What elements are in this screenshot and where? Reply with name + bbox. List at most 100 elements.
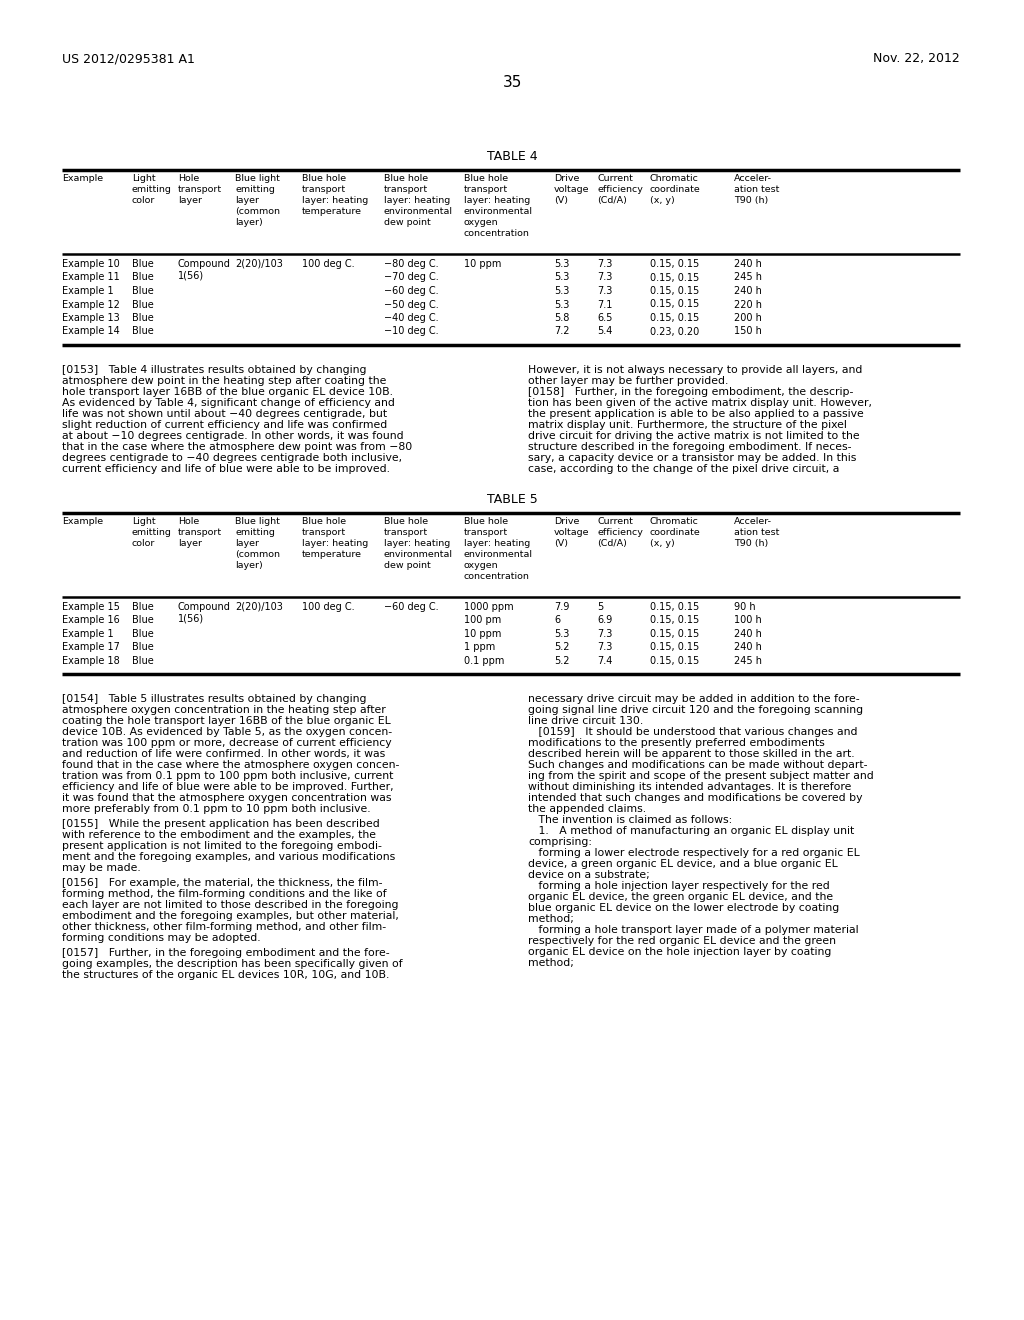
Text: Blue light
emitting
layer
(common
layer): Blue light emitting layer (common layer) bbox=[234, 517, 280, 570]
Text: 10 ppm: 10 ppm bbox=[464, 630, 502, 639]
Text: ment and the foregoing examples, and various modifications: ment and the foregoing examples, and var… bbox=[62, 853, 395, 862]
Text: blue organic EL device on the lower electrode by coating: blue organic EL device on the lower elec… bbox=[528, 903, 840, 913]
Text: ing from the spirit and scope of the present subject matter and: ing from the spirit and scope of the pre… bbox=[528, 771, 873, 781]
Text: Hole
transport
layer: Hole transport layer bbox=[178, 174, 222, 205]
Text: 7.2: 7.2 bbox=[554, 326, 569, 337]
Text: Such changes and modifications can be made without depart-: Such changes and modifications can be ma… bbox=[528, 760, 867, 771]
Text: organic EL device, the green organic EL device, and the: organic EL device, the green organic EL … bbox=[528, 892, 834, 903]
Text: 7.3: 7.3 bbox=[597, 272, 612, 282]
Text: 90 h: 90 h bbox=[734, 602, 756, 612]
Text: hole transport layer 16BB of the blue organic EL device 10B.: hole transport layer 16BB of the blue or… bbox=[62, 387, 393, 397]
Text: 0.1 ppm: 0.1 ppm bbox=[464, 656, 505, 667]
Text: atmosphere dew point in the heating step after coating the: atmosphere dew point in the heating step… bbox=[62, 376, 386, 385]
Text: 6.9: 6.9 bbox=[597, 615, 612, 626]
Text: at about −10 degrees centigrade. In other words, it was found: at about −10 degrees centigrade. In othe… bbox=[62, 432, 403, 441]
Text: 245 h: 245 h bbox=[734, 272, 762, 282]
Text: the appended claims.: the appended claims. bbox=[528, 804, 646, 814]
Text: Compound
1(56): Compound 1(56) bbox=[178, 602, 230, 624]
Text: 240 h: 240 h bbox=[734, 630, 762, 639]
Text: device 10B. As evidenced by Table 5, as the oxygen concen-: device 10B. As evidenced by Table 5, as … bbox=[62, 727, 392, 738]
Text: Light
emitting
color: Light emitting color bbox=[132, 174, 172, 205]
Text: −10 deg C.: −10 deg C. bbox=[384, 326, 438, 337]
Text: 1.   A method of manufacturing an organic EL display unit: 1. A method of manufacturing an organic … bbox=[528, 826, 854, 837]
Text: present application is not limited to the foregoing embodi-: present application is not limited to th… bbox=[62, 841, 382, 851]
Text: Blue hole
transport
layer: heating
environmental
oxygen
concentration: Blue hole transport layer: heating envir… bbox=[464, 174, 534, 238]
Text: and reduction of life were confirmed. In other words, it was: and reduction of life were confirmed. In… bbox=[62, 750, 385, 759]
Text: Blue hole
transport
layer: heating
temperature: Blue hole transport layer: heating tempe… bbox=[302, 174, 369, 216]
Text: current efficiency and life of blue were able to be improved.: current efficiency and life of blue were… bbox=[62, 465, 390, 474]
Text: −70 deg C.: −70 deg C. bbox=[384, 272, 438, 282]
Text: 240 h: 240 h bbox=[734, 259, 762, 269]
Text: As evidenced by Table 4, significant change of efficiency and: As evidenced by Table 4, significant cha… bbox=[62, 399, 395, 408]
Text: 2(20)/103: 2(20)/103 bbox=[234, 602, 283, 612]
Text: The invention is claimed as follows:: The invention is claimed as follows: bbox=[528, 816, 732, 825]
Text: 7.9: 7.9 bbox=[554, 602, 569, 612]
Text: 1 ppm: 1 ppm bbox=[464, 643, 496, 652]
Text: 7.3: 7.3 bbox=[597, 643, 612, 652]
Text: Blue light
emitting
layer
(common
layer): Blue light emitting layer (common layer) bbox=[234, 174, 280, 227]
Text: necessary drive circuit may be added in addition to the fore-: necessary drive circuit may be added in … bbox=[528, 694, 859, 705]
Text: 0.15, 0.15: 0.15, 0.15 bbox=[650, 272, 699, 282]
Text: Example 11: Example 11 bbox=[62, 272, 120, 282]
Text: 7.3: 7.3 bbox=[597, 630, 612, 639]
Text: 240 h: 240 h bbox=[734, 643, 762, 652]
Text: [0158]   Further, in the foregoing embodiment, the descrip-: [0158] Further, in the foregoing embodim… bbox=[528, 387, 853, 397]
Text: Drive
voltage
(V): Drive voltage (V) bbox=[554, 174, 590, 205]
Text: Blue hole
transport
layer: heating
environmental
dew point: Blue hole transport layer: heating envir… bbox=[384, 174, 453, 227]
Text: Acceler-
ation test
T90 (h): Acceler- ation test T90 (h) bbox=[734, 517, 779, 548]
Text: 5.3: 5.3 bbox=[554, 286, 569, 296]
Text: Example 15: Example 15 bbox=[62, 602, 120, 612]
Text: 0.15, 0.15: 0.15, 0.15 bbox=[650, 630, 699, 639]
Text: drive circuit for driving the active matrix is not limited to the: drive circuit for driving the active mat… bbox=[528, 432, 859, 441]
Text: Example: Example bbox=[62, 517, 103, 525]
Text: 0.15, 0.15: 0.15, 0.15 bbox=[650, 259, 699, 269]
Text: 0.15, 0.15: 0.15, 0.15 bbox=[650, 643, 699, 652]
Text: 0.15, 0.15: 0.15, 0.15 bbox=[650, 615, 699, 626]
Text: Example 1: Example 1 bbox=[62, 286, 114, 296]
Text: going examples, the description has been specifically given of: going examples, the description has been… bbox=[62, 960, 402, 969]
Text: 6.5: 6.5 bbox=[597, 313, 612, 323]
Text: 0.15, 0.15: 0.15, 0.15 bbox=[650, 602, 699, 612]
Text: −60 deg C.: −60 deg C. bbox=[384, 286, 438, 296]
Text: 10 ppm: 10 ppm bbox=[464, 259, 502, 269]
Text: that in the case where the atmosphere dew point was from −80: that in the case where the atmosphere de… bbox=[62, 442, 413, 451]
Text: [0155]   While the present application has been described: [0155] While the present application has… bbox=[62, 820, 380, 829]
Text: 0.15, 0.15: 0.15, 0.15 bbox=[650, 313, 699, 323]
Text: 0.23, 0.20: 0.23, 0.20 bbox=[650, 326, 699, 337]
Text: slight reduction of current efficiency and life was confirmed: slight reduction of current efficiency a… bbox=[62, 420, 387, 430]
Text: line drive circuit 130.: line drive circuit 130. bbox=[528, 717, 643, 726]
Text: the structures of the organic EL devices 10R, 10G, and 10B.: the structures of the organic EL devices… bbox=[62, 970, 389, 981]
Text: Blue: Blue bbox=[132, 326, 154, 337]
Text: method;: method; bbox=[528, 958, 573, 969]
Text: sary, a capacity device or a transistor may be added. In this: sary, a capacity device or a transistor … bbox=[528, 453, 856, 463]
Text: other layer may be further provided.: other layer may be further provided. bbox=[528, 376, 728, 385]
Text: 240 h: 240 h bbox=[734, 286, 762, 296]
Text: Blue: Blue bbox=[132, 615, 154, 626]
Text: found that in the case where the atmosphere oxygen concen-: found that in the case where the atmosph… bbox=[62, 760, 399, 771]
Text: Example 1: Example 1 bbox=[62, 630, 114, 639]
Text: Blue hole
transport
layer: heating
environmental
oxygen
concentration: Blue hole transport layer: heating envir… bbox=[464, 517, 534, 581]
Text: case, according to the change of the pixel drive circuit, a: case, according to the change of the pix… bbox=[528, 465, 840, 474]
Text: [0157]   Further, in the foregoing embodiment and the fore-: [0157] Further, in the foregoing embodim… bbox=[62, 949, 389, 958]
Text: [0154]   Table 5 illustrates results obtained by changing: [0154] Table 5 illustrates results obtai… bbox=[62, 694, 367, 705]
Text: Blue: Blue bbox=[132, 313, 154, 323]
Text: Blue: Blue bbox=[132, 630, 154, 639]
Text: other thickness, other film-forming method, and other film-: other thickness, other film-forming meth… bbox=[62, 923, 386, 932]
Text: it was found that the atmosphere oxygen concentration was: it was found that the atmosphere oxygen … bbox=[62, 793, 391, 804]
Text: forming method, the film-forming conditions and the like of: forming method, the film-forming conditi… bbox=[62, 890, 387, 899]
Text: the present application is able to be also applied to a passive: the present application is able to be al… bbox=[528, 409, 864, 418]
Text: 100 h: 100 h bbox=[734, 615, 762, 626]
Text: −40 deg C.: −40 deg C. bbox=[384, 313, 438, 323]
Text: forming a hole transport layer made of a polymer material: forming a hole transport layer made of a… bbox=[528, 925, 859, 936]
Text: comprising:: comprising: bbox=[528, 837, 592, 847]
Text: modifications to the presently preferred embodiments: modifications to the presently preferred… bbox=[528, 738, 824, 748]
Text: 7.4: 7.4 bbox=[597, 656, 612, 667]
Text: each layer are not limited to those described in the foregoing: each layer are not limited to those desc… bbox=[62, 900, 398, 911]
Text: 5.4: 5.4 bbox=[597, 326, 612, 337]
Text: US 2012/0295381 A1: US 2012/0295381 A1 bbox=[62, 51, 195, 65]
Text: Drive
voltage
(V): Drive voltage (V) bbox=[554, 517, 590, 548]
Text: Current
efficiency
(Cd/A): Current efficiency (Cd/A) bbox=[597, 517, 643, 548]
Text: 0.15, 0.15: 0.15, 0.15 bbox=[650, 286, 699, 296]
Text: 5: 5 bbox=[597, 602, 603, 612]
Text: Chromatic
coordinate
(x, y): Chromatic coordinate (x, y) bbox=[650, 174, 700, 205]
